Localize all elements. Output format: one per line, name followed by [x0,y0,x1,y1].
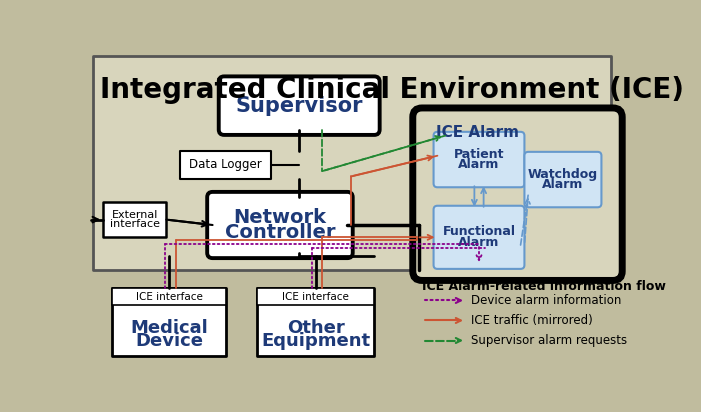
Bar [112,288,226,356]
Text: Patient: Patient [454,147,504,161]
Bar [257,288,374,356]
Text: interface: interface [110,219,160,229]
FancyBboxPatch shape [413,108,622,281]
Text: Medical: Medical [130,319,208,337]
Bar [103,202,166,237]
FancyBboxPatch shape [219,76,380,135]
Text: Device: Device [135,332,203,349]
Text: ICE Alarm: ICE Alarm [436,125,519,140]
Text: ICE traffic (mirrored): ICE traffic (mirrored) [471,314,593,327]
Text: ICE interface: ICE interface [283,292,349,302]
Text: Integrated Clinical Environment (ICE): Integrated Clinical Environment (ICE) [100,76,684,104]
Text: Watchdog: Watchdog [528,168,598,181]
Bar [257,288,374,305]
Text: Controller: Controller [225,223,335,242]
FancyBboxPatch shape [524,152,601,207]
Bar [93,56,611,270]
Text: Network: Network [233,208,327,227]
Text: Device alarm information: Device alarm information [471,294,622,307]
Text: ICE interface: ICE interface [136,292,203,302]
Bar [180,151,271,179]
Text: Functional: Functional [442,225,515,239]
FancyBboxPatch shape [433,132,524,187]
Text: ICE Alarm-related information flow: ICE Alarm-related information flow [422,281,666,293]
FancyBboxPatch shape [433,206,524,269]
Text: Supervisor alarm requests: Supervisor alarm requests [471,334,627,347]
Bar [112,288,226,305]
Text: Other: Other [287,319,345,337]
Text: Alarm: Alarm [458,236,500,249]
Text: Data Logger: Data Logger [189,159,262,171]
Text: External: External [111,210,158,220]
Text: Equipment: Equipment [261,332,370,349]
Text: Alarm: Alarm [543,178,584,192]
FancyBboxPatch shape [207,192,353,258]
Text: Supervisor: Supervisor [236,96,363,116]
Text: Alarm: Alarm [458,159,500,171]
